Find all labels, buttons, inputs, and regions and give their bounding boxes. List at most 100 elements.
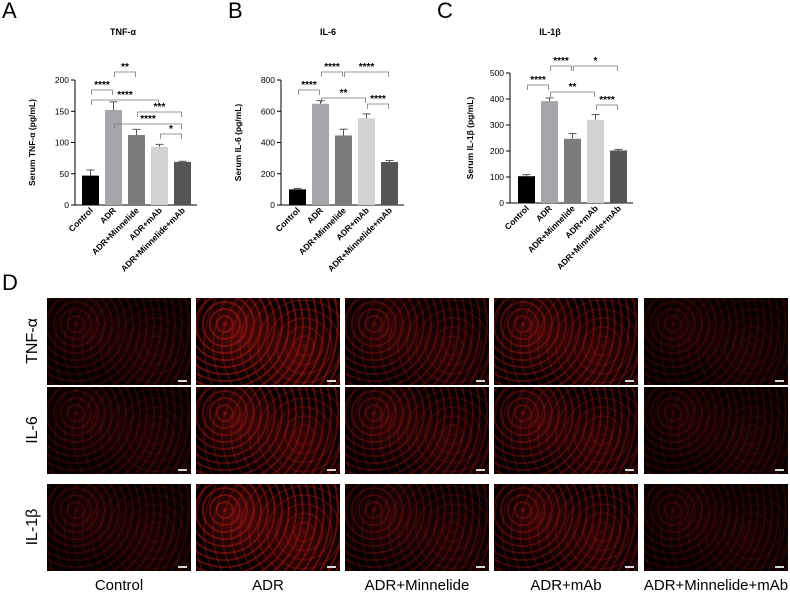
significance-bracket	[321, 97, 366, 103]
y-tick-label: 0	[64, 200, 69, 210]
micrograph-tile	[345, 484, 489, 571]
category-label: Control	[502, 203, 530, 231]
bar-0	[518, 176, 535, 203]
significance-label: ****	[370, 94, 386, 105]
chart-title: IL-1β	[539, 27, 561, 37]
micrograph-tile	[196, 387, 340, 474]
chart-title: IL-6	[320, 27, 336, 37]
significance-bracket	[527, 84, 549, 90]
scale-bar	[775, 469, 784, 471]
y-tick-label: 400	[490, 94, 504, 104]
scale-bar	[327, 469, 336, 471]
scale-bar	[327, 380, 336, 382]
y-tick-label: 100	[55, 138, 69, 148]
bar-3	[151, 146, 168, 205]
bar-1	[105, 110, 122, 205]
fluorescence-texture	[345, 298, 489, 385]
row-label: TNF-α	[24, 317, 41, 364]
significance-label: ****	[117, 90, 133, 101]
panel-label-d: D	[2, 270, 18, 295]
micrograph-tile	[345, 298, 489, 385]
fluorescence-texture	[644, 298, 788, 385]
fluorescence-texture	[47, 387, 191, 474]
significance-bracket	[344, 71, 389, 77]
significance-label: *	[169, 124, 173, 135]
fluorescence-texture	[644, 484, 788, 571]
significance-bracket	[298, 89, 320, 95]
scale-bar	[178, 469, 187, 471]
micrograph-tile	[345, 387, 489, 474]
micrograph-tile	[494, 387, 638, 474]
y-tick-label: 0	[270, 200, 275, 210]
category-label: ADR	[534, 203, 554, 223]
micrograph-tile	[196, 484, 340, 571]
micrograph-tile	[644, 298, 788, 385]
category-label: Control	[66, 205, 94, 233]
significance-bracket	[550, 91, 595, 97]
column-label: ADR+Minnelide+mAb	[643, 577, 789, 594]
scale-bar	[327, 566, 336, 568]
bar-3	[587, 119, 604, 203]
fluorescence-texture	[196, 298, 340, 385]
y-tick-label: 400	[261, 138, 275, 148]
y-axis-label: Serum IL-6 (pg/mL)	[233, 104, 243, 182]
significance-bracket	[367, 103, 389, 109]
significance-bracket	[160, 133, 182, 139]
significance-label: ****	[553, 56, 569, 67]
y-tick-label: 600	[261, 106, 275, 116]
panel-label-a: A	[2, 0, 17, 23]
bar-2	[564, 138, 581, 203]
scale-bar	[178, 380, 187, 382]
micrograph-tile	[494, 298, 638, 385]
category-label: Control	[273, 205, 301, 233]
significance-bracket	[91, 99, 159, 105]
fluorescence-texture	[47, 298, 191, 385]
micrograph-tile	[196, 298, 340, 385]
significance-label: **	[340, 88, 348, 99]
bar-4	[610, 150, 627, 203]
significance-label: *	[594, 56, 598, 67]
bar-4	[381, 162, 398, 205]
fluorescence-texture	[345, 484, 489, 571]
micrograph-tile	[47, 484, 191, 571]
bar-0	[289, 189, 306, 205]
fluorescence-texture	[196, 387, 340, 474]
scale-bar	[476, 380, 485, 382]
bar-1	[312, 103, 329, 205]
significance-label: **	[569, 82, 577, 93]
y-tick-label: 100	[490, 172, 504, 182]
micrograph-tile	[47, 387, 191, 474]
significance-label: ****	[359, 62, 375, 73]
scale-bar	[476, 566, 485, 568]
scale-bar	[625, 469, 634, 471]
fluorescence-texture	[345, 387, 489, 474]
micrograph-tile	[644, 387, 788, 474]
column-label: ADR	[252, 577, 284, 594]
y-tick-label: 50	[60, 169, 70, 179]
significance-label: ***	[154, 102, 166, 113]
y-tick-label: 0	[499, 198, 504, 208]
row-label: IL-6	[24, 415, 41, 444]
micrograph-tile	[644, 484, 788, 571]
bar-1	[541, 101, 558, 203]
tnf-alpha-bar-chart: TNF-α 0 50 100 150 200 Serum TNF-α (pg/mL) Cont…	[27, 27, 197, 274]
category-label: ADR	[98, 205, 118, 225]
significance-bracket	[550, 65, 572, 71]
y-tick-label: 200	[490, 146, 504, 156]
column-label: Control	[94, 577, 144, 594]
y-tick-label: 500	[490, 68, 504, 78]
panel-label-b: B	[228, 0, 243, 23]
fluorescence-texture	[196, 484, 340, 571]
chart-title: TNF-α	[110, 27, 136, 37]
bar-3	[358, 118, 375, 205]
fluorescence-texture	[494, 387, 638, 474]
y-tick-label: 300	[490, 120, 504, 130]
y-axis-label: Serum IL-1β (pg/mL)	[465, 97, 475, 180]
il-6-bar-chart: IL-6 0 200 400 600 800 Serum IL-6 (pg/mL) Contr…	[233, 27, 404, 274]
significance-label: ****	[324, 62, 340, 73]
significance-bracket	[114, 71, 136, 77]
significance-bracket	[114, 123, 182, 129]
scale-bar	[775, 566, 784, 568]
significance-label: ****	[599, 95, 615, 106]
micrograph-tile	[494, 484, 638, 571]
